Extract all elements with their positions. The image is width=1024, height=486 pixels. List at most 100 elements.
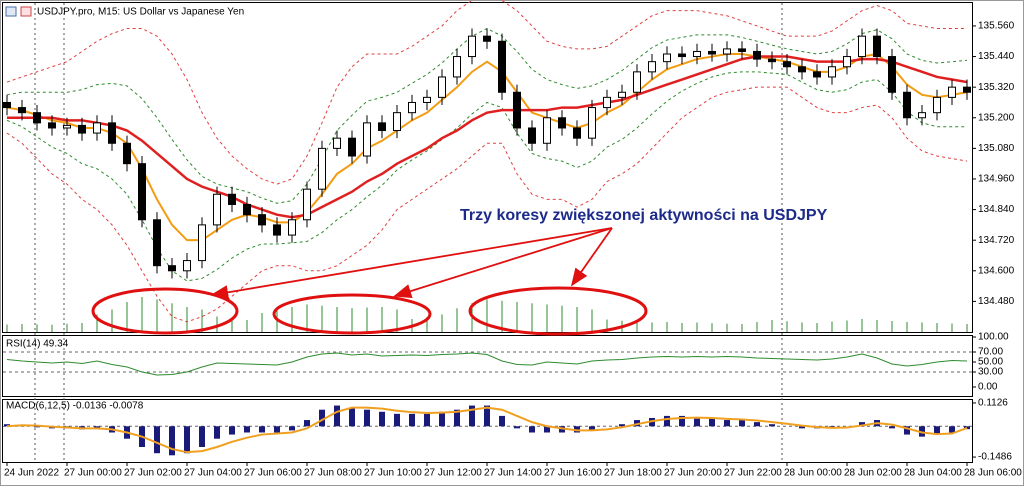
candle-body bbox=[48, 122, 56, 129]
macd-bar bbox=[754, 422, 760, 427]
panels bbox=[2, 2, 973, 463]
macd-bar bbox=[769, 424, 775, 427]
candle-body bbox=[903, 91, 911, 119]
macd-bar bbox=[334, 405, 340, 427]
candle-body bbox=[933, 96, 941, 114]
macd-bar bbox=[634, 420, 640, 427]
macd-bar bbox=[304, 420, 310, 427]
candle-body bbox=[438, 76, 446, 98]
candle-body bbox=[963, 86, 971, 93]
macd-bar bbox=[559, 426, 565, 433]
macd-bar bbox=[244, 426, 250, 433]
candle-body bbox=[678, 53, 686, 58]
highlight-ellipse bbox=[272, 293, 432, 335]
macd-bar bbox=[859, 422, 865, 427]
candle-body bbox=[513, 91, 521, 129]
highlight-ellipse bbox=[91, 287, 239, 335]
x-tick-label: 28 Jun 04:00 bbox=[904, 468, 962, 479]
x-tick-label: 27 Jun 06:00 bbox=[244, 468, 302, 479]
icon bbox=[20, 6, 32, 17]
candle-body bbox=[858, 35, 866, 58]
macd-bar bbox=[154, 426, 160, 454]
x-tick-label: 28 Jun 02:00 bbox=[844, 468, 902, 479]
arrow bbox=[210, 227, 613, 300]
macd-bar bbox=[169, 426, 175, 456]
candle-body bbox=[663, 53, 671, 63]
x-tick-label: 28 Jun 00:00 bbox=[784, 468, 842, 479]
candle-body bbox=[288, 219, 296, 236]
candle-body bbox=[348, 137, 356, 157]
candle-body bbox=[423, 96, 431, 103]
main-panel bbox=[2, 2, 973, 333]
x-tick-label: 27 Jun 12:00 bbox=[424, 468, 482, 479]
candle-body bbox=[573, 127, 581, 139]
candle-body bbox=[828, 66, 836, 78]
candle-body bbox=[483, 35, 491, 42]
candle-body bbox=[708, 50, 716, 55]
macd-bar bbox=[229, 426, 235, 435]
indicator-line bbox=[6, 0, 967, 185]
indicator-line bbox=[6, 71, 967, 282]
macd-bar bbox=[934, 426, 940, 435]
candle-body bbox=[168, 265, 176, 272]
x-tick-label: 27 Jun 10:00 bbox=[364, 468, 422, 479]
y-tick-label: 135.560 bbox=[978, 21, 1015, 32]
macd-bar bbox=[649, 417, 655, 427]
y-tick-label: 0.00 bbox=[978, 382, 998, 393]
candle-body bbox=[783, 61, 791, 68]
x-tick-label: 27 Jun 00:00 bbox=[64, 468, 122, 479]
chart-title: USDJPY.pro, M15: US Dollar vs Japanese Y… bbox=[37, 7, 244, 18]
candle-body bbox=[693, 50, 701, 58]
y-tick-label: 135.320 bbox=[978, 82, 1015, 93]
macd-bar bbox=[664, 415, 670, 427]
x-tick-label: 27 Jun 22:00 bbox=[724, 468, 782, 479]
candle-body bbox=[78, 124, 86, 134]
macd-bar bbox=[619, 424, 625, 427]
macd-bar bbox=[799, 426, 805, 429]
macd-bar bbox=[964, 426, 970, 430]
macd-bar bbox=[199, 426, 205, 447]
toolbar-icons bbox=[5, 6, 32, 17]
x-tick-label: 28 Jun 06:00 bbox=[964, 468, 1022, 479]
candle-body bbox=[738, 48, 746, 52]
candle-body bbox=[33, 112, 41, 124]
candle-body bbox=[273, 224, 281, 236]
macd-bar bbox=[724, 420, 730, 427]
arrow bbox=[570, 227, 613, 287]
candle-body bbox=[378, 122, 386, 132]
callouts bbox=[91, 286, 648, 336]
rsi-panel bbox=[2, 335, 973, 397]
candle-body bbox=[588, 107, 596, 139]
y-tick-label: -0.1486 bbox=[978, 452, 1012, 463]
macd-bar bbox=[289, 426, 295, 431]
macd-bar bbox=[364, 409, 370, 427]
candle-body bbox=[528, 127, 536, 144]
candle-body bbox=[453, 56, 461, 78]
y-tick-label: 134.720 bbox=[978, 235, 1015, 246]
candle-body bbox=[888, 56, 896, 93]
x-tick-label: 24 Jun 2022 bbox=[4, 468, 59, 479]
candle-body bbox=[918, 112, 926, 119]
x-tick-label: 27 Jun 04:00 bbox=[184, 468, 242, 479]
candle-body bbox=[798, 66, 806, 73]
macd-bar bbox=[274, 426, 280, 433]
candle-body bbox=[543, 117, 551, 144]
candle-body bbox=[93, 122, 101, 134]
macd-bar bbox=[439, 411, 445, 427]
candle-body bbox=[873, 35, 881, 58]
macd-bar bbox=[409, 413, 415, 427]
candle-body bbox=[3, 101, 11, 109]
candle-body bbox=[123, 142, 131, 165]
candle-body bbox=[183, 260, 191, 272]
y-tick-label: 135.440 bbox=[978, 51, 1015, 62]
macd-bar bbox=[679, 415, 685, 427]
candle-body bbox=[393, 112, 401, 132]
macd-bar bbox=[94, 426, 100, 429]
signal-line bbox=[6, 406, 968, 454]
macd-bar bbox=[739, 420, 745, 427]
arrow bbox=[393, 227, 613, 299]
macd-bar bbox=[214, 426, 220, 439]
candle-body bbox=[603, 96, 611, 109]
candle-body bbox=[498, 40, 506, 93]
